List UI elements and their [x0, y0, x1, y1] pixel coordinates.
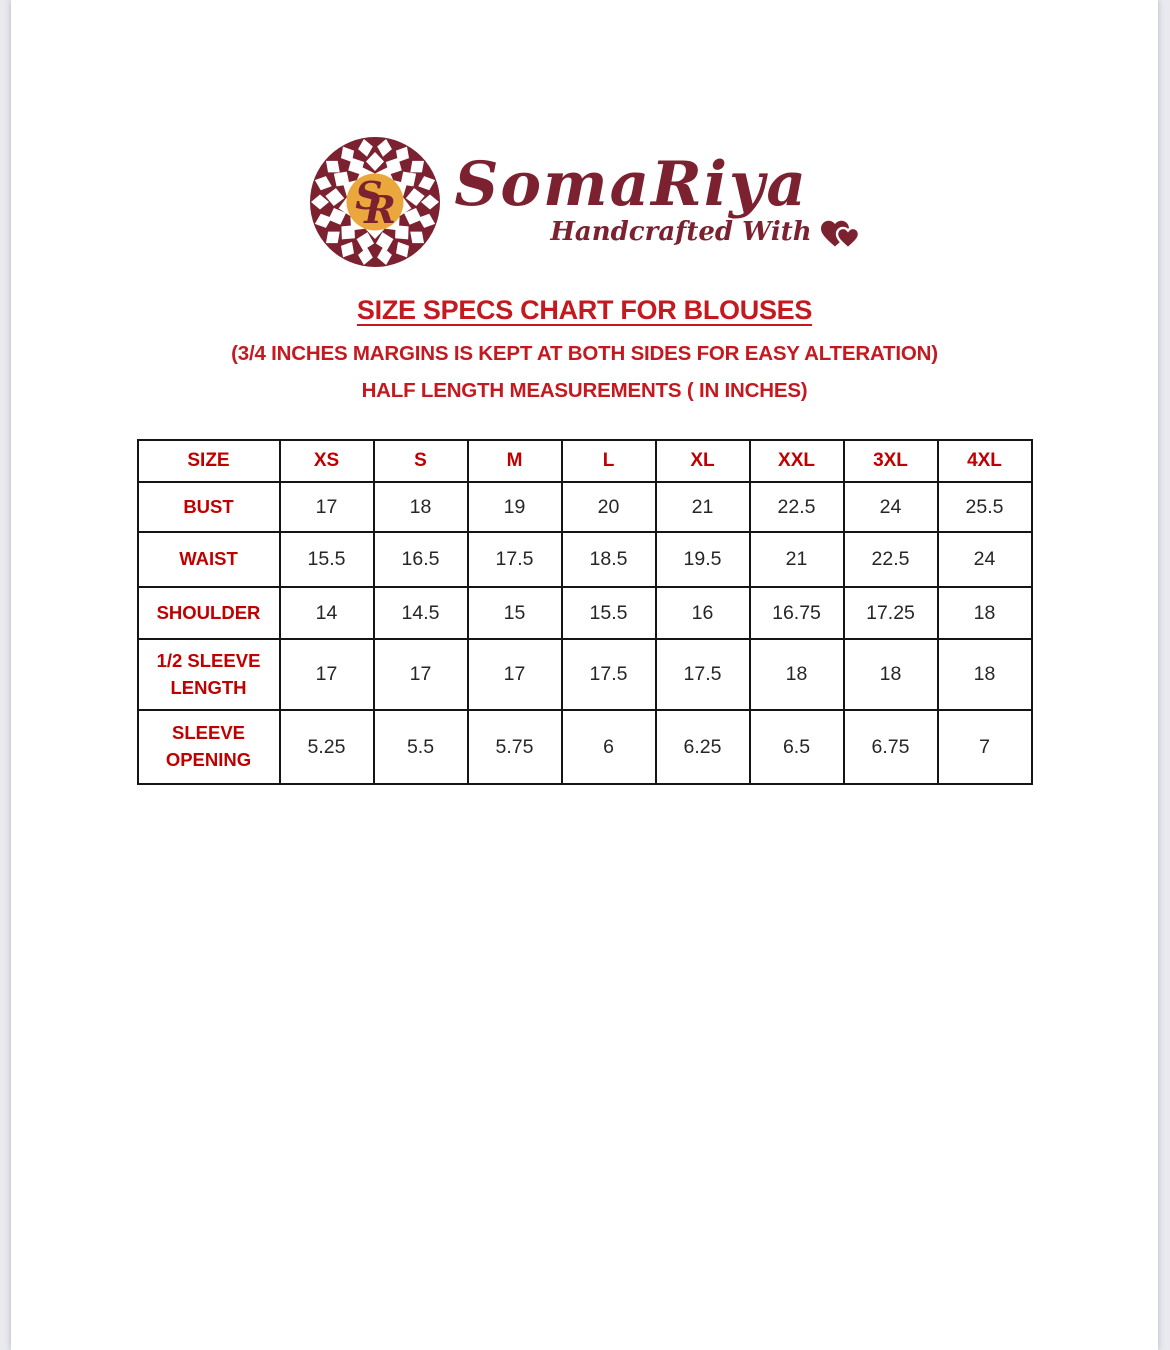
- measurement-value: 24: [936, 531, 1033, 588]
- col-header-m: M: [466, 439, 563, 483]
- col-header-s: S: [372, 439, 469, 483]
- row-label: SHOULDER: [136, 586, 281, 640]
- measurement-value: 17.5: [560, 638, 657, 711]
- measurement-value: 15.5: [278, 531, 375, 588]
- measurement-value: 15.5: [560, 586, 657, 640]
- table-row: WAIST 15.5 16.5 17.5 18.5 19.5 21 22.5 24: [136, 531, 1033, 588]
- measurement-value: 17.5: [654, 638, 751, 711]
- measurement-value: 17: [278, 481, 375, 533]
- measurement-value: 22.5: [748, 481, 845, 533]
- measurement-value: 5.25: [278, 709, 375, 785]
- measurement-value: 17: [372, 638, 469, 711]
- measurement-value: 18: [748, 638, 845, 711]
- table-row: SHOULDER 14 14.5 15 15.5 16 16.75 17.25 18: [136, 586, 1033, 640]
- measurement-value: 17: [466, 638, 563, 711]
- brand-tagline: Handcrafted With: [550, 217, 812, 248]
- measurement-value: 18: [936, 586, 1033, 640]
- measurement-value: 21: [654, 481, 751, 533]
- measurement-value: 24: [842, 481, 939, 533]
- measurement-value: 18.5: [560, 531, 657, 588]
- measurement-value: 17.25: [842, 586, 939, 640]
- col-header-xxl: XXL: [748, 439, 845, 483]
- row-label: BUST: [136, 481, 281, 533]
- margin-note: (3/4 INCHES MARGINS IS KEPT AT BOTH SIDE…: [231, 342, 938, 365]
- measurement-value: 18: [842, 638, 939, 711]
- brand-logo-icon: SR: [310, 137, 441, 267]
- measurement-value: 16.5: [372, 531, 469, 588]
- col-header-xl: XL: [654, 439, 751, 483]
- measurement-value: 17.5: [466, 531, 563, 588]
- measurement-value: 17: [278, 638, 375, 711]
- table-row: BUST 17 18 19 20 21 22.5 24 25.5: [136, 481, 1033, 533]
- measurement-value: 20: [560, 481, 657, 533]
- measurement-value: 15: [466, 586, 563, 640]
- measurement-value: 6.25: [654, 709, 751, 785]
- measurement-value: 6: [560, 709, 657, 785]
- brand-name: SomaRiya: [454, 148, 808, 220]
- brand-text-block: SomaRiya Handcrafted With: [454, 148, 864, 251]
- measurement-value: 21: [748, 531, 845, 588]
- measurement-value: 5.5: [372, 709, 469, 785]
- col-header-l: L: [560, 439, 657, 483]
- hearts-icon: [820, 220, 860, 250]
- row-label: SLEEVE OPENING: [136, 709, 281, 785]
- table-header-row: SIZE XS S M L XL XXL 3XL 4XL: [136, 439, 1033, 483]
- row-label: WAIST: [136, 531, 281, 588]
- measurement-note: HALF LENGTH MEASUREMENTS ( IN INCHES): [361, 379, 808, 402]
- row-label: 1/2 SLEEVE LENGTH: [136, 638, 281, 711]
- measurement-value: 6.5: [748, 709, 845, 785]
- size-specs-table: SIZE XS S M L XL XXL 3XL 4XL BUST 17 18 19 20 21 22.5 2…: [136, 439, 1033, 785]
- measurement-value: 25.5: [936, 481, 1033, 533]
- measurement-value: 6.75: [842, 709, 939, 785]
- svg-text:R: R: [364, 187, 397, 232]
- col-header-3xl: 3XL: [842, 439, 939, 483]
- col-header-size: SIZE: [136, 439, 281, 483]
- svg-text:S: S: [356, 173, 383, 218]
- col-header-xs: XS: [278, 439, 375, 483]
- measurement-value: 22.5: [842, 531, 939, 588]
- measurement-value: 7: [936, 709, 1033, 785]
- measurement-value: 19: [466, 481, 563, 533]
- measurement-value: 18: [372, 481, 469, 533]
- measurement-value: 19.5: [654, 531, 751, 588]
- brand-tagline-row: Handcrafted With: [550, 213, 864, 251]
- page-title: SIZE SPECS CHART FOR BLOUSES: [356, 295, 813, 325]
- col-header-4xl: 4XL: [936, 439, 1033, 483]
- table-row: 1/2 SLEEVE LENGTH 17 17 17 17.5 17.5 18 18 18: [136, 638, 1033, 711]
- measurement-value: 16.75: [748, 586, 845, 640]
- measurement-value: 14.5: [372, 586, 469, 640]
- measurement-value: 14: [278, 586, 375, 640]
- table-row: SLEEVE OPENING 5.25 5.5 5.75 6 6.25 6.5 6.75 7: [136, 709, 1033, 785]
- measurement-value: 5.75: [466, 709, 563, 785]
- measurement-value: 16: [654, 586, 751, 640]
- measurement-value: 18: [936, 638, 1033, 711]
